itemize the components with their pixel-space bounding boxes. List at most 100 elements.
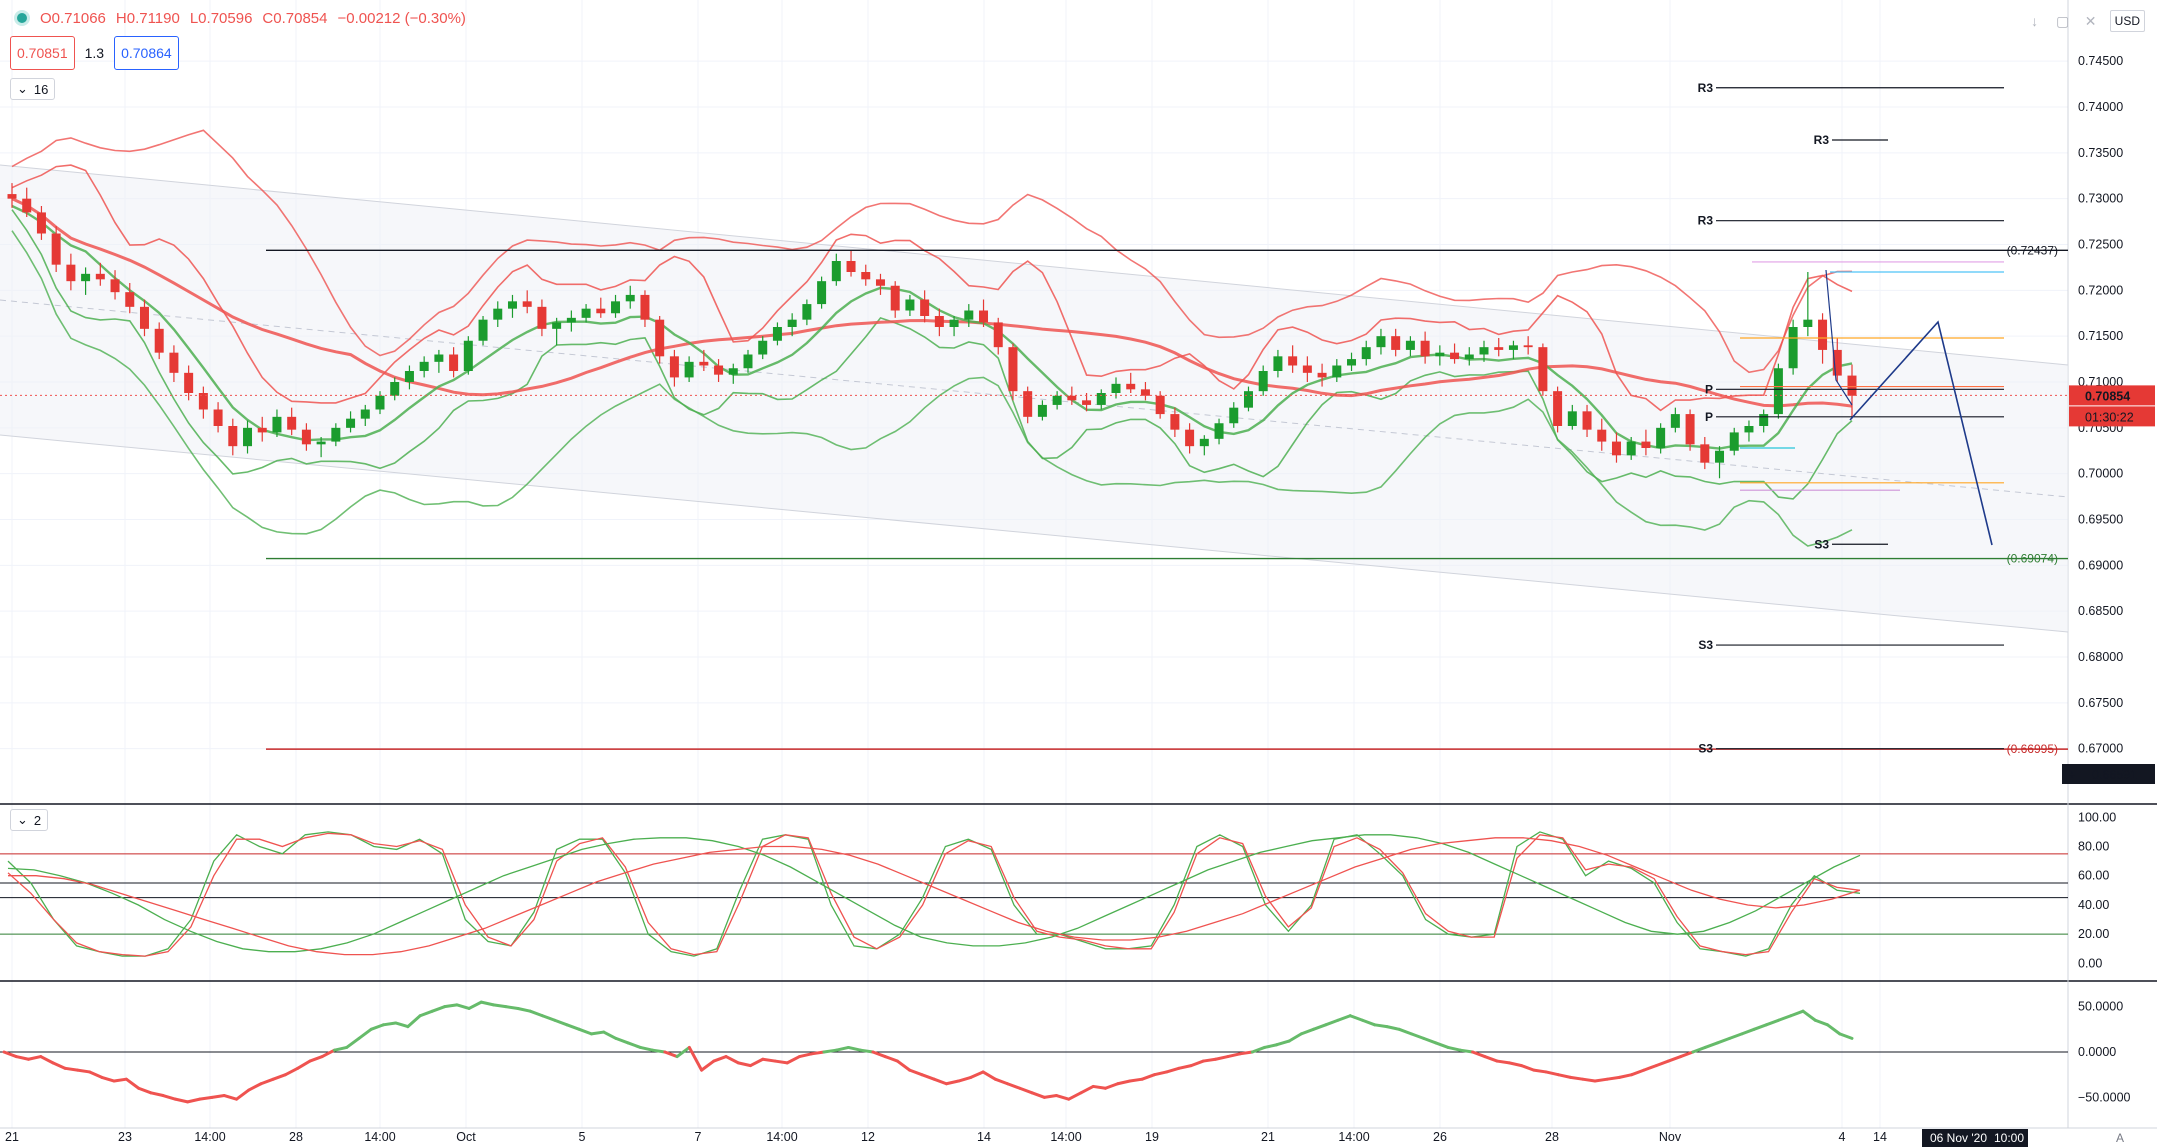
momentum-segment <box>283 1066 300 1077</box>
price-tick-label: 0.74500 <box>2078 54 2123 68</box>
momentum-segment <box>1434 1041 1450 1049</box>
countdown-tag <box>2069 406 2155 427</box>
bid-ask-widget: 0.70851 1.3 0.70864 <box>10 36 179 70</box>
candle-body <box>1553 391 1563 426</box>
candle-body <box>1258 371 1268 392</box>
momentum-segment <box>969 1070 985 1079</box>
candle-body <box>36 212 46 234</box>
candle-body <box>125 292 135 307</box>
momentum-segment <box>1287 1032 1303 1043</box>
time-tick-label: 21 <box>5 1130 19 1144</box>
momentum-segment <box>663 1050 679 1059</box>
momentum-segment <box>1458 1048 1475 1054</box>
candle-body <box>1715 450 1725 463</box>
momentum-segment <box>137 1086 153 1095</box>
candle-body <box>1597 429 1607 442</box>
momentum-segment <box>1189 1059 1205 1068</box>
momentum-segment <box>308 1055 324 1063</box>
candle-body <box>1435 352 1445 357</box>
time-cursor-date: 06 Nov '20 <box>1930 1131 1987 1145</box>
momentum-segment <box>981 1070 997 1081</box>
momentum-segment <box>1263 1043 1279 1049</box>
momentum-segment <box>406 1014 422 1029</box>
momentum-segment <box>1397 1027 1413 1036</box>
candle-body <box>640 294 650 320</box>
time-tick-label: 21 <box>1261 1130 1275 1144</box>
candle-body <box>552 322 562 329</box>
maximize-icon[interactable]: ▢ <box>2056 12 2070 29</box>
time-tick-label: 14:00 <box>194 1130 225 1144</box>
momentum-segment <box>895 1059 912 1072</box>
pivot-label: S3 <box>1698 742 1713 756</box>
momentum-segment <box>1483 1055 1499 1063</box>
momentum-segment <box>957 1075 973 1083</box>
indicator-count: 2 <box>33 812 42 828</box>
momentum-tick-label: 50.0000 <box>2078 1000 2123 1014</box>
candle-body <box>1214 423 1224 439</box>
momentum-segment <box>271 1073 287 1081</box>
momentum-segment <box>1238 1050 1254 1056</box>
momentum-segment <box>1006 1082 1022 1090</box>
currency-badge[interactable]: USD <box>2109 10 2145 32</box>
move-down-icon[interactable]: ↓ <box>2031 13 2039 29</box>
momentum-segment <box>504 1005 520 1010</box>
buy-button[interactable]: 0.70864 <box>114 36 179 70</box>
candle-body <box>1391 336 1401 350</box>
momentum-segment <box>1091 1084 1107 1090</box>
momentum-segment <box>430 1005 447 1013</box>
time-tick-label: 14:00 <box>766 1130 797 1144</box>
price-tick-label: 0.72500 <box>2078 238 2123 252</box>
momentum-segment <box>908 1068 924 1077</box>
momentum-segment <box>1801 1009 1817 1022</box>
momentum-segment <box>638 1045 655 1052</box>
ohlc-legend: O0.71066 H0.71190 L0.70596 C0.70854 −0.0… <box>14 6 466 30</box>
horizontal-level-label: (0.66995) <box>2007 742 2058 756</box>
momentum-segment <box>724 1055 740 1065</box>
candle-body <box>979 310 989 323</box>
momentum-segment <box>1679 1050 1695 1059</box>
momentum-segment <box>712 1055 728 1063</box>
candle-body <box>728 368 738 375</box>
time-tick-label: 23 <box>118 1130 132 1144</box>
price-tick-label: 0.68500 <box>2078 604 2123 618</box>
candle-body <box>1052 395 1062 405</box>
momentum-segment <box>1826 1023 1842 1036</box>
time-tick-label: 14:00 <box>1050 1130 1081 1144</box>
momentum-segment <box>1630 1068 1646 1077</box>
candle-body <box>434 354 444 362</box>
chevron-down-icon: ⌄ <box>17 812 28 827</box>
candle-body <box>1023 391 1033 417</box>
momentum-segment <box>1666 1055 1683 1063</box>
candle-body <box>1420 340 1430 357</box>
momentum-segment <box>1299 1027 1316 1036</box>
candle-body <box>1082 400 1092 405</box>
indicators-collapse-button[interactable]: ⌄ 16 <box>10 78 56 100</box>
momentum-segment <box>1556 1073 1573 1079</box>
time-cursor-time: 10:00 <box>1994 1131 2024 1145</box>
momentum-segment <box>381 1021 398 1027</box>
price-tick-label: 0.73000 <box>2078 192 2123 206</box>
oscillator-collapse-button[interactable]: ⌄ 2 <box>10 809 49 831</box>
momentum-segment <box>1055 1094 1071 1101</box>
candle-body <box>787 319 797 327</box>
momentum-segment <box>443 1003 459 1009</box>
candle-body <box>404 371 414 382</box>
momentum-segment <box>1569 1075 1585 1081</box>
momentum-segment <box>1642 1064 1658 1072</box>
candle-body <box>1347 359 1357 366</box>
momentum-segment <box>259 1077 275 1086</box>
oscillator-series-line <box>8 837 1861 956</box>
momentum-segment <box>1752 1023 1768 1031</box>
close-icon[interactable]: ✕ <box>2084 12 2097 29</box>
momentum-segment <box>2 1050 18 1059</box>
sell-button[interactable]: 0.70851 <box>10 36 75 70</box>
momentum-segment <box>1201 1057 1218 1063</box>
momentum-segment <box>1520 1064 1536 1072</box>
candle-body <box>1641 441 1651 448</box>
momentum-segment <box>785 1055 801 1065</box>
momentum-segment <box>173 1097 190 1104</box>
momentum-segment <box>1312 1023 1328 1031</box>
candle-body <box>493 308 503 320</box>
candle-body <box>934 316 944 327</box>
